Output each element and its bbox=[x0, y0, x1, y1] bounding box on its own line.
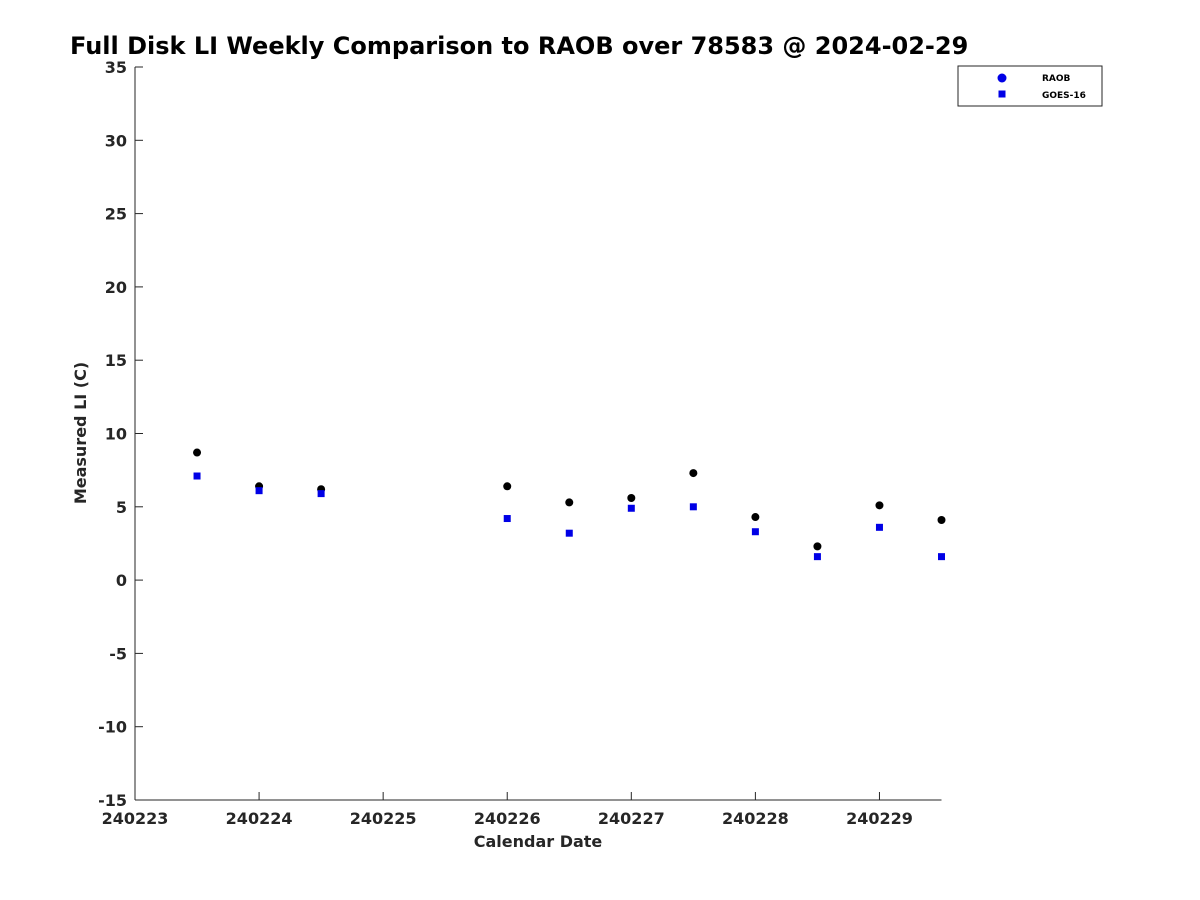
x-tick-label: 240225 bbox=[350, 809, 417, 828]
raob-point bbox=[193, 448, 202, 457]
x-tick-label: 240228 bbox=[722, 809, 789, 828]
goes16-point bbox=[689, 503, 697, 511]
x-tick-label: 240226 bbox=[474, 809, 541, 828]
goes16-point bbox=[813, 553, 821, 561]
goes16-point bbox=[938, 553, 945, 561]
y-tick-labels: 35 30 25 20 15 10 5 0 -5 -10 -15 bbox=[98, 58, 127, 810]
y-tick-label: 30 bbox=[105, 131, 127, 150]
legend-label-raob: RAOB bbox=[1042, 74, 1071, 84]
goes16-point bbox=[503, 515, 511, 523]
raob-point bbox=[813, 542, 822, 551]
y-tick-label: -15 bbox=[98, 791, 127, 810]
y-tick-label: 10 bbox=[105, 425, 127, 444]
data-points bbox=[193, 448, 946, 561]
legend-box bbox=[957, 65, 1103, 107]
goes16-point bbox=[627, 504, 635, 512]
x-axis-label: Calendar Date bbox=[474, 832, 603, 851]
chart-title: Full Disk LI Weekly Comparison to RAOB o… bbox=[70, 32, 968, 60]
goes16-point bbox=[193, 472, 201, 480]
x-tick-labels: 240223 240224 240225 240226 240227 240228 2402… bbox=[102, 809, 913, 828]
legend-marker-raob bbox=[997, 73, 1007, 83]
y-axis-label: Measured LI (C) bbox=[71, 362, 90, 504]
y-tick-label: -5 bbox=[109, 644, 127, 663]
legend: RAOB GOES-16 bbox=[957, 65, 1103, 107]
raob-point bbox=[937, 515, 946, 524]
raob-point bbox=[689, 469, 698, 478]
axes bbox=[134, 66, 942, 801]
goes16-point bbox=[255, 487, 263, 495]
x-tick-label: 240229 bbox=[846, 809, 913, 828]
y-tick-label: 25 bbox=[105, 205, 127, 224]
raob-point bbox=[875, 501, 884, 510]
x-tick-label: 240227 bbox=[598, 809, 665, 828]
y-tick-label: 5 bbox=[116, 498, 127, 517]
goes16-point bbox=[875, 523, 883, 531]
legend-marker-goes16 bbox=[998, 90, 1006, 98]
raob-point bbox=[751, 513, 760, 522]
goes16-point bbox=[565, 529, 573, 537]
raob-point bbox=[565, 498, 574, 507]
x-tick-label: 240224 bbox=[226, 809, 293, 828]
y-tick-label: 15 bbox=[105, 351, 127, 370]
y-tick-label: 20 bbox=[105, 278, 127, 297]
legend-label-goes16: GOES-16 bbox=[1042, 91, 1086, 101]
goes16-point bbox=[751, 528, 759, 536]
y-tick-label: 35 bbox=[105, 58, 127, 77]
y-tick-label: -10 bbox=[98, 718, 127, 737]
raob-point bbox=[503, 482, 512, 491]
raob-point bbox=[627, 494, 636, 503]
x-tick-label: 240223 bbox=[102, 809, 169, 828]
goes16-point bbox=[317, 490, 325, 498]
y-tick-label: 0 bbox=[116, 571, 127, 590]
